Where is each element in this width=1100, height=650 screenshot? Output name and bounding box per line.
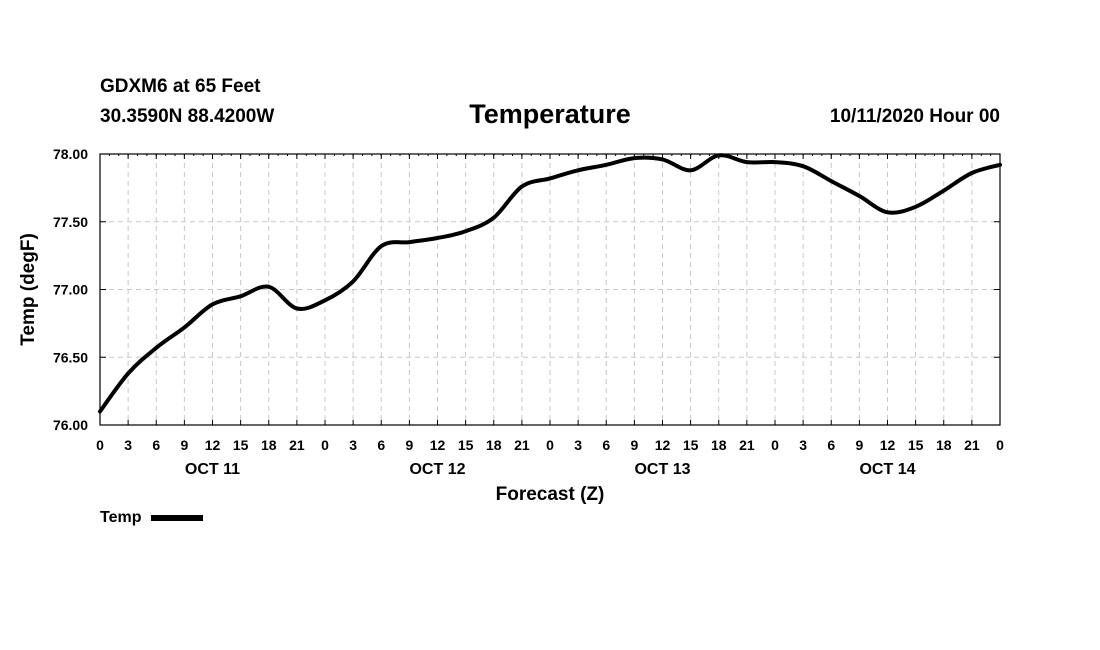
x-tick-label: 9: [630, 437, 638, 453]
x-tick-label: 9: [855, 437, 863, 453]
x-tick-label: 15: [458, 437, 474, 453]
x-tick-label: 12: [430, 437, 446, 453]
temp-data-point: [689, 168, 693, 172]
temp-data-point: [942, 189, 946, 193]
temp-data-point: [154, 346, 158, 350]
temp-data-point: [182, 325, 186, 329]
x-tick-label: 3: [799, 437, 807, 453]
temp-data-point: [548, 176, 552, 180]
temp-data-point: [857, 194, 861, 198]
x-tick-label: 18: [936, 437, 952, 453]
x-tick-label: 6: [152, 437, 160, 453]
temp-data-point: [98, 409, 102, 413]
station-label: GDXM6 at 65 Feet: [100, 76, 261, 97]
temp-data-point: [211, 302, 214, 306]
legend-label: Temp: [100, 509, 142, 526]
x-tick-label: 0: [96, 437, 104, 453]
x-tick-label: 21: [289, 437, 305, 453]
issued-time-label: 10/11/2020 Hour 00: [829, 106, 1000, 127]
x-tick-label: 15: [683, 437, 699, 453]
x-tick-label: 6: [602, 437, 610, 453]
temp-data-point: [239, 294, 243, 298]
y-tick-label: 77.50: [53, 214, 88, 230]
temp-data-point: [632, 156, 636, 160]
day-label: OCT 11: [185, 461, 240, 478]
temp-data-point: [914, 205, 918, 209]
x-axis-ticks: 0 3 6 9 12 15 18 21 0 3 6 9 12 15 18 21 0 3 6 9 12 15 18 21 0 3 6 9…: [96, 154, 1004, 478]
x-tick-label: 12: [655, 437, 671, 453]
x-tick-label: 15: [233, 437, 249, 453]
temp-data-point: [576, 168, 580, 172]
x-tick-label: 9: [180, 437, 188, 453]
temp-data-point: [801, 164, 805, 168]
temp-data-point: [407, 240, 411, 244]
x-tick-label: 0: [996, 437, 1004, 453]
day-label: OCT 13: [634, 461, 690, 478]
x-axis-label: Forecast (Z): [496, 484, 605, 505]
temp-data-point: [323, 298, 327, 302]
temp-data-point: [773, 160, 777, 164]
temp-data-point: [998, 163, 1002, 167]
legend: Temp: [100, 509, 204, 527]
temp-data-point: [267, 285, 271, 289]
temp-data-point: [295, 306, 299, 310]
x-tick-label: 12: [880, 437, 896, 453]
y-tick-label: 77.00: [53, 282, 88, 298]
temp-data-point: [661, 157, 664, 161]
x-tick-label: 15: [908, 437, 924, 453]
x-tick-label: 18: [486, 437, 502, 453]
x-tick-label: 0: [771, 437, 779, 453]
chart-title: Temperature: [469, 99, 631, 129]
y-axis-label: Temp (degF): [18, 233, 39, 346]
x-tick-label: 3: [349, 437, 357, 453]
temp-data-point: [126, 372, 130, 376]
legend-line-swatch: [151, 515, 204, 521]
y-tick-label: 78.00: [53, 146, 88, 162]
x-tick-label: 18: [261, 437, 277, 453]
x-tick-label: 18: [711, 437, 727, 453]
x-tick-label: 3: [124, 437, 132, 453]
x-tick-label: 3: [574, 437, 582, 453]
x-tick-label: 6: [377, 437, 385, 453]
coordinates-label: 30.3590N 88.4200W: [100, 106, 275, 127]
x-tick-label: 6: [827, 437, 835, 453]
temp-data-point: [492, 216, 496, 220]
temp-data-point: [970, 171, 974, 175]
y-tick-label: 76.50: [53, 349, 88, 365]
temp-data-point: [829, 179, 833, 183]
y-tick-label: 76.00: [53, 417, 88, 433]
temp-data-point: [464, 229, 468, 233]
x-tick-label: 21: [964, 437, 980, 453]
x-tick-label: 21: [739, 437, 755, 453]
y-axis-ticks: 76.00 76.50 77.00 77.50 78.00: [53, 146, 1000, 433]
x-tick-label: 21: [514, 437, 530, 453]
temp-data-point: [351, 279, 355, 283]
temp-series-points: [98, 153, 1002, 413]
day-label: OCT 14: [859, 461, 915, 478]
temp-data-point: [520, 185, 524, 189]
temp-data-point: [745, 160, 749, 164]
grid-lines: [100, 154, 1000, 425]
x-tick-label: 0: [321, 437, 329, 453]
temp-data-point: [436, 236, 439, 240]
x-tick-label: 12: [205, 437, 221, 453]
x-tick-label: 9: [405, 437, 413, 453]
day-label: OCT 12: [409, 461, 465, 478]
temp-data-point: [379, 244, 383, 248]
temp-data-point: [604, 163, 608, 167]
temp-data-point: [886, 210, 889, 214]
x-tick-label: 0: [546, 437, 554, 453]
temp-data-point: [717, 153, 721, 157]
